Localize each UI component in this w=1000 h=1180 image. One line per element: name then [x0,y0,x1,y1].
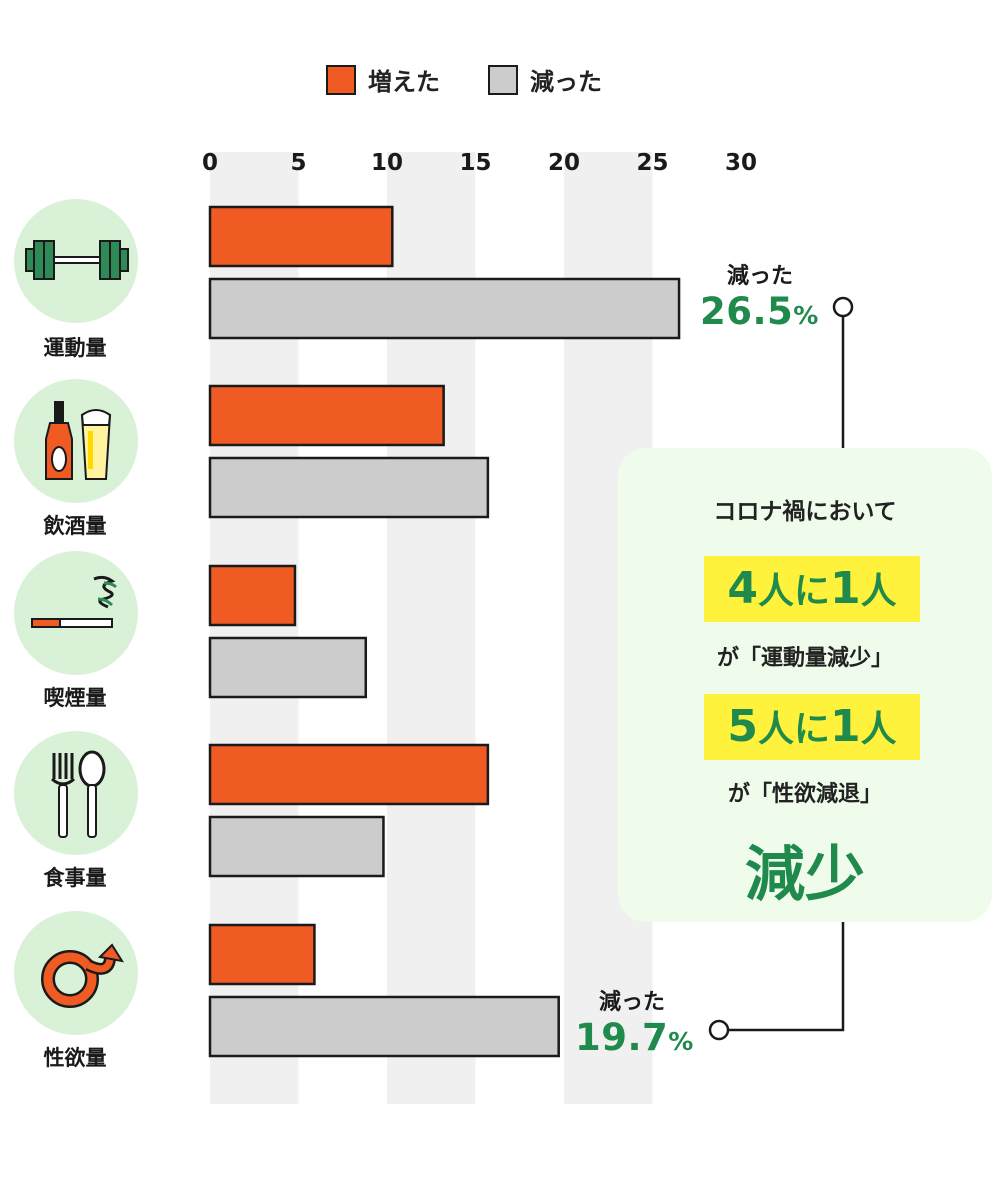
category-label-eating: 食事量 [43,866,107,890]
callout-bottom-label: 減った [598,990,665,1015]
callout-top-label: 減った [726,264,793,289]
x-tick-label: 20 [548,150,580,176]
stat2-mid: 人に [757,709,830,750]
bar-increased [208,564,297,627]
stat1-highlight: 4人に1人 [704,556,920,622]
callout-top-number: 26.5 [700,290,794,333]
bar-increased [208,923,316,986]
bottle-beer-icon [14,379,138,503]
legend-label-increased: 増えた [368,68,440,96]
x-tick-label: 10 [371,150,403,176]
legend-label-decreased: 減った [530,68,602,96]
callout-bottom-number: 19.7 [575,1016,669,1059]
callout-top-value: 26.5% [700,290,819,333]
stat1-number: 4 [727,563,758,614]
bar-increased [208,384,445,447]
bar-increased [208,205,394,268]
category-label-smoking: 喫煙量 [43,686,107,710]
legend: 増えた 減った [326,62,638,97]
bar-decreased [208,456,490,519]
category-label-exercise: 運動量 [43,336,107,360]
x-tick-label: 30 [725,150,757,176]
summary-panel: コロナ禍において 4人に1人 が「運動量減少」 5人に1人 が「性欲減退」 減少 [618,448,992,922]
x-tick-label: 5 [290,150,306,176]
callout-bottom-value: 19.7% [575,1016,694,1059]
panel-title: コロナ禍において [713,499,897,525]
stat2-end: 人 [860,709,897,750]
male-symbol-icon [14,911,138,1035]
connector-line-bottom [728,922,845,1032]
stat1-number2: 1 [830,563,861,614]
fork-spoon-icon [14,731,138,855]
bar-decreased [208,277,681,340]
stat2-number: 5 [727,701,758,752]
stat1-end: 人 [860,571,897,612]
category-label-libido: 性欲量 [43,1046,107,1070]
bar-decreased [208,636,368,699]
stat1-mid: 人に [757,571,830,612]
bar-increased [208,743,490,806]
x-tick-label: 25 [636,150,668,176]
callout-top-unit: % [793,301,819,330]
x-tick-label: 15 [459,150,491,176]
category-label-drinking: 飲酒量 [43,514,107,538]
stat2-number2: 1 [830,701,861,752]
bar-decreased [208,815,385,878]
stat2-highlight: 5人に1人 [704,694,920,760]
connector-dot-bottom [708,1019,730,1041]
legend-swatch-increased [326,64,356,95]
stat2-subtitle: が「性欲減退」 [727,782,882,807]
bar-decreased [208,995,560,1058]
callout-bottom-unit: % [668,1027,694,1056]
stat1-subtitle: が「運動量減少」 [716,646,893,671]
legend-swatch-decreased [488,64,518,95]
panel-main-text: 減少 [745,840,865,910]
x-tick-label: 0 [202,150,218,176]
dumbbell-icon [14,199,138,323]
cigarette-icon [14,551,138,675]
connector-dot-top [832,296,854,318]
